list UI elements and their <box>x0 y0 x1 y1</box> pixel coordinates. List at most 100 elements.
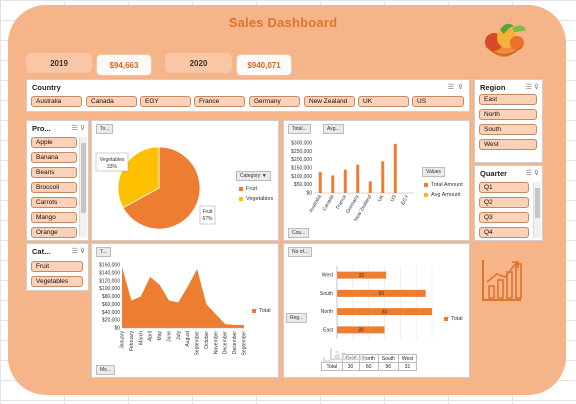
country-item[interactable]: Canada <box>86 96 137 107</box>
growth-chart-icon <box>482 260 522 301</box>
clear-filter-icon[interactable]: ⊽ <box>79 248 85 255</box>
hbar-data-label: 56 <box>379 291 385 297</box>
country-field-button[interactable]: Cou... <box>288 228 310 238</box>
kpi-value-2019: $94,663 <box>96 54 152 76</box>
x-tick-label: May <box>157 331 163 341</box>
y-tick-label: South <box>320 291 333 297</box>
hbar-east <box>337 326 385 334</box>
multi-select-icon[interactable]: ☰ <box>525 170 532 177</box>
clear-filter-icon[interactable]: ⊽ <box>79 125 85 132</box>
x-tick-label: June <box>166 331 172 342</box>
quarter-item[interactable]: Q3 <box>479 212 529 223</box>
region-item[interactable]: South <box>479 124 537 135</box>
bar-total-amount <box>393 143 397 193</box>
product-item[interactable]: Beans <box>31 167 77 178</box>
product-slicer[interactable]: Pro... ☰ ⊽ Apple Banana Beans Broccoli C… <box>26 120 89 241</box>
quarter-scrollbar[interactable] <box>533 182 541 238</box>
product-item[interactable]: Mango <box>31 212 77 223</box>
y-tick-label: $100,000 <box>291 174 312 180</box>
kpi-value-2020: $940,071 <box>236 54 292 76</box>
multi-select-icon[interactable]: ☰ <box>447 84 454 91</box>
clear-filter-icon[interactable]: ⊽ <box>457 84 463 91</box>
legend-item-total: Total Amount <box>424 180 463 190</box>
category-item[interactable]: Fruit <box>31 261 83 272</box>
slicer-title: Region <box>480 83 506 92</box>
x-tick-label: December <box>232 331 238 354</box>
y-tick-label: $80,000 <box>102 294 120 300</box>
kpi-year-2020: 2020 <box>165 53 232 73</box>
multi-select-icon[interactable]: ☰ <box>71 125 78 132</box>
area-field-button[interactable]: T... <box>96 247 111 257</box>
y-tick-label: $40,000 <box>102 310 120 316</box>
pie-label-box-fruit <box>199 205 216 225</box>
product-item[interactable]: Orange <box>31 227 77 238</box>
country-slicer[interactable]: Country ☰ ⊽ Australia Canada EGY France … <box>26 79 470 112</box>
category-pie-chart: To... Vegetables 33% Fruit 67% Category ▼ F… <box>91 120 279 241</box>
hbar-north <box>337 308 432 316</box>
slicer-icons: ☰ ⊽ <box>448 83 463 91</box>
region-field-button[interactable]: Reg... <box>286 313 308 323</box>
country-item[interactable]: UK <box>358 96 409 107</box>
category-filter-button[interactable]: Category ▼ <box>236 171 271 181</box>
product-item[interactable]: Banana <box>31 152 77 163</box>
bar-field-button-total[interactable]: Total... <box>288 124 311 134</box>
quarter-item[interactable]: Q2 <box>479 197 529 208</box>
region-slicer[interactable]: Region ☰ ⊽ East North South West <box>474 79 543 163</box>
country-item[interactable]: EGY <box>140 96 191 107</box>
x-tick-label: December <box>223 331 229 354</box>
country-item[interactable]: US <box>412 96 464 107</box>
clear-filter-icon[interactable]: ⊽ <box>533 84 539 91</box>
region-item[interactable]: East <box>479 94 537 105</box>
quarter-item[interactable]: Q4 <box>479 227 529 238</box>
country-item[interactable]: France <box>194 96 245 107</box>
x-tick-label: Australia <box>308 194 323 214</box>
bar-total-amount <box>331 175 335 193</box>
clear-filter-icon[interactable]: ⊽ <box>533 170 539 177</box>
pie-slice-fruit <box>122 146 201 230</box>
country-item[interactable]: Germany <box>249 96 300 107</box>
y-tick-label: $250,000 <box>291 149 312 155</box>
multi-select-icon[interactable]: ☰ <box>71 248 78 255</box>
hbar-field-button[interactable]: No of... <box>288 247 313 257</box>
country-item[interactable]: New Zealand <box>304 96 355 107</box>
pie-legend: Fruit Vegetables <box>239 184 273 204</box>
quarter-slicer[interactable]: Quarter ☰ ⊽ Q1 Q2 Q3 Q4 <box>474 165 543 241</box>
y-tick-label: $160,000 <box>99 263 120 269</box>
multi-select-icon[interactable]: ☰ <box>525 84 532 91</box>
y-tick-label: $120,000 <box>99 278 120 284</box>
category-item[interactable]: Vegetables <box>31 276 83 287</box>
product-item[interactable]: Broccoli <box>31 182 77 193</box>
monthly-area-chart: T... $0 $20,000 $40,000 $60,000 $80,000 $100,… <box>91 243 279 378</box>
x-tick-label: EGY <box>400 193 411 206</box>
bar-total-amount <box>343 169 347 193</box>
legend-item-avg: Avg Amount <box>424 190 463 200</box>
quarter-item[interactable]: Q1 <box>479 182 529 193</box>
product-item[interactable]: Carrots <box>31 197 77 208</box>
pie-field-button[interactable]: To... <box>96 124 114 134</box>
product-scrollbar[interactable] <box>79 137 87 237</box>
x-tick-label: August <box>185 330 191 346</box>
country-item[interactable]: Australia <box>31 96 82 107</box>
table-row: Total 30 60 56 31 <box>321 362 418 371</box>
month-field-button[interactable]: Mo... <box>96 365 116 375</box>
region-hbar-chart: No of... West 31 South 56 North 60 East 30 Reg.… <box>283 243 470 378</box>
hbar-data-label: 31 <box>359 273 365 279</box>
y-tick-label: $60,000 <box>102 302 120 308</box>
y-tick-label: $150,000 <box>291 166 312 172</box>
x-tick-label: September <box>242 331 248 356</box>
y-tick-label: West <box>322 273 334 279</box>
product-item[interactable]: Apple <box>31 137 77 148</box>
y-tick-label: East <box>323 327 334 333</box>
bar-total-amount <box>356 164 360 193</box>
region-item[interactable]: North <box>479 109 537 120</box>
x-tick-label: Canada <box>322 194 336 212</box>
y-tick-label: $50,000 <box>294 182 312 188</box>
region-data-table: East North South West Total 30 60 56 31 <box>321 354 418 371</box>
region-item[interactable]: West <box>479 139 537 150</box>
table-header-row: East North South West <box>321 354 418 363</box>
slicer-icons: ☰ ⊽ <box>72 124 85 132</box>
category-slicer[interactable]: Cat... ☰ ⊽ Fruit Vegetables <box>26 243 89 291</box>
bar-total-amount <box>381 161 385 193</box>
bar-field-button-avg[interactable]: Avg... <box>323 124 344 134</box>
